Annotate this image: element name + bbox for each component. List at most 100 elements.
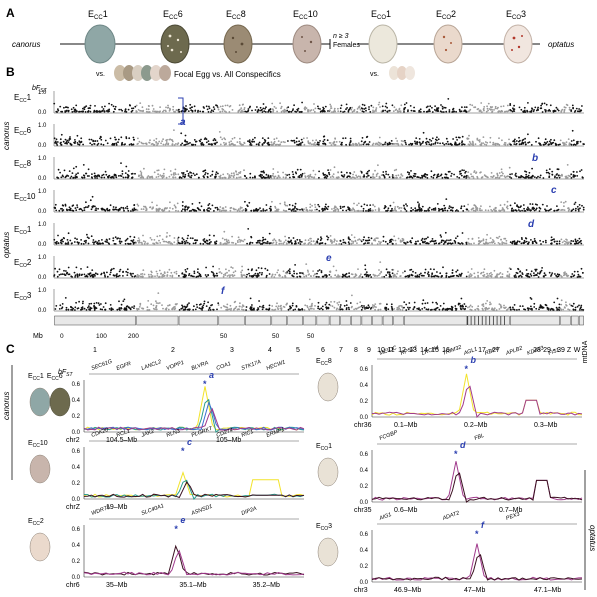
snp-dot — [378, 136, 381, 139]
snp-dot — [372, 204, 375, 207]
snp-dot — [173, 174, 175, 176]
snp-dot — [301, 141, 304, 144]
snp-dot — [388, 275, 391, 278]
snp-dot — [480, 142, 483, 145]
snp-dot — [291, 109, 294, 112]
snp-dot — [101, 110, 103, 112]
snp-dot — [171, 143, 174, 146]
snp-dot — [93, 304, 95, 307]
snp-dot — [460, 297, 463, 300]
snp-dot — [474, 276, 476, 278]
snp-dot — [580, 169, 583, 171]
snp-dot — [385, 274, 388, 277]
panel-c-egg-label: ECC10 — [28, 440, 48, 449]
snp-dot — [453, 173, 455, 176]
snp-dot — [399, 111, 402, 113]
snp-dot — [305, 208, 308, 211]
snp-dot — [129, 243, 131, 245]
snp-dot — [332, 173, 335, 176]
snp-dot — [511, 173, 513, 175]
snp-dot — [267, 174, 270, 177]
snp-dot — [234, 242, 237, 245]
snp-dot — [492, 308, 495, 311]
snp-dot — [140, 275, 143, 278]
snp-dot — [481, 304, 484, 306]
snp-dot — [197, 109, 200, 112]
snp-dot — [486, 233, 488, 236]
snp-dot — [412, 308, 415, 311]
snp-dot — [507, 175, 510, 178]
snp-dot — [564, 243, 566, 245]
snp-dot — [325, 301, 328, 304]
snp-dot — [350, 108, 353, 111]
snp-dot — [477, 237, 480, 239]
snp-dot — [509, 241, 512, 244]
snp-dot — [548, 271, 551, 274]
snp-dot — [292, 208, 295, 211]
snp-dot — [61, 303, 64, 305]
snp-dot — [226, 306, 229, 309]
snp-dot — [498, 303, 501, 305]
snp-dot — [273, 238, 276, 241]
snp-dot — [168, 138, 171, 141]
snp-dot — [230, 143, 233, 146]
snp-dot — [539, 174, 542, 177]
snp-dot — [518, 143, 521, 146]
snp-dot — [157, 302, 160, 305]
snp-dot — [280, 141, 283, 144]
snp-dot — [273, 105, 276, 108]
snp-dot — [499, 272, 502, 274]
snp-dot — [418, 141, 421, 144]
snp-dot — [465, 275, 468, 278]
snp-dot — [126, 205, 129, 208]
snp-dot — [524, 210, 527, 212]
snp-dot — [289, 306, 292, 308]
snp-dot — [69, 209, 72, 212]
snp-dot — [572, 139, 575, 142]
snp-dot — [100, 176, 103, 179]
zoom-y-tick: 0.6 — [72, 382, 81, 388]
snp-dot — [307, 271, 309, 273]
snp-dot — [57, 234, 59, 237]
snp-dot — [537, 175, 539, 178]
snp-dot — [362, 210, 365, 212]
snp-dot — [486, 300, 489, 302]
snp-dot — [486, 105, 488, 108]
zoom-y-tick: 0.4 — [360, 468, 369, 474]
snp-dot — [434, 105, 436, 107]
snp-dot — [170, 271, 173, 274]
snp-dot — [414, 140, 416, 143]
snp-dot — [471, 237, 474, 240]
snp-dot — [242, 143, 244, 146]
snp-dot — [508, 273, 511, 276]
snp-dot — [372, 175, 374, 178]
snp-dot — [198, 274, 201, 277]
snp-dot — [196, 207, 199, 209]
snp-dot — [133, 305, 136, 307]
snp-dot — [431, 111, 434, 113]
gene-label: RBP4 — [484, 346, 500, 357]
snp-dot — [271, 174, 274, 177]
snp-dot — [353, 276, 356, 278]
snp-dot — [94, 105, 96, 107]
snp-dot — [430, 175, 433, 178]
snp-dot — [298, 175, 301, 177]
snp-dot — [76, 176, 78, 179]
snp-dot — [239, 176, 242, 179]
snp-dot — [270, 242, 272, 244]
snp-dot — [268, 177, 270, 179]
zoom-series-line — [371, 553, 583, 581]
snp-dot — [479, 207, 481, 210]
snp-dot — [480, 240, 483, 242]
snp-dot — [550, 138, 552, 141]
snp-dot — [87, 305, 90, 307]
snp-dot — [472, 144, 475, 146]
snp-dot — [132, 242, 135, 245]
snp-dot — [290, 209, 293, 212]
chromosome-block — [571, 315, 579, 326]
snp-dot — [510, 143, 512, 146]
snp-dot — [416, 141, 419, 144]
snp-dot — [293, 270, 295, 273]
snp-dot — [106, 271, 108, 274]
snp-dot — [437, 138, 440, 141]
